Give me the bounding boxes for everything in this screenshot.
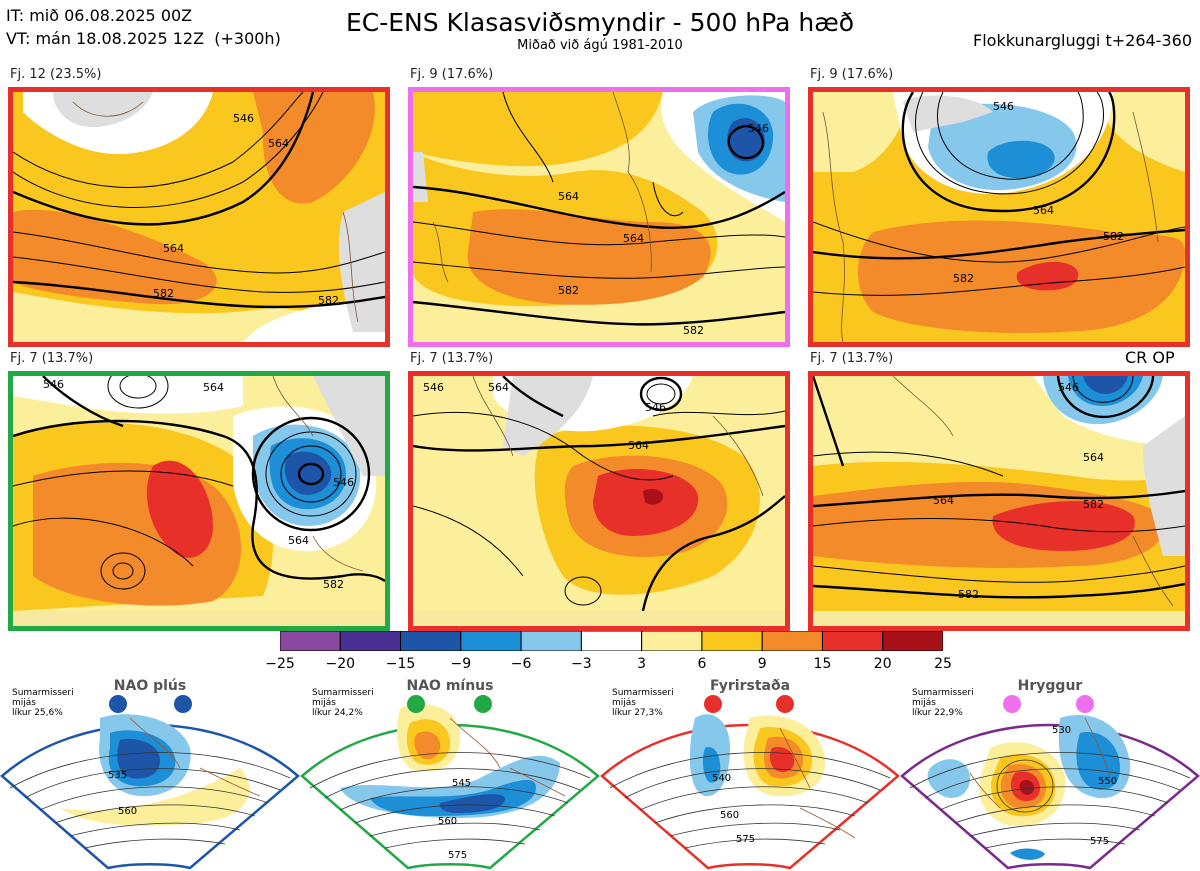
colorbar-bin — [761, 630, 823, 652]
contour-label: 582 — [953, 272, 974, 285]
regime-contour-label: 560 — [118, 806, 137, 817]
contour-label: 564 — [933, 494, 954, 507]
contour-label: 582 — [323, 578, 344, 591]
colorbar-tick-label: 6 — [697, 656, 707, 672]
regime-blocking: 540 560 575 Fyrirstaða Sumarmisseri mijás… — [600, 678, 900, 871]
contour-label: 582 — [318, 294, 339, 307]
regime-nao-plus: 535 560 NAO plús Sumarmisseri mijás líkur … — [0, 678, 300, 871]
regime-contour-label: 560 — [720, 810, 739, 821]
cluster-map-3: 546 564 582 582 — [808, 87, 1190, 347]
colorbar-tick-label: −6 — [510, 656, 532, 672]
regime-name: NAO plús — [113, 678, 187, 694]
regime-ridge: 530 550 575 Hryggur Sumarmisseri mijás lík… — [900, 678, 1200, 871]
regime-name: Hryggur — [1017, 678, 1083, 694]
regime-note: Sumarmisseri mijás líkur 27,3% — [612, 688, 674, 718]
regime-contour-label: 540 — [712, 773, 731, 784]
colorbar — [279, 630, 944, 652]
contour-label: 582 — [1083, 498, 1104, 511]
cluster-map-1: 564 582 582 564 546 — [8, 87, 390, 347]
page-title: EC-ENS Klasasviðsmyndir - 500 hPa hæð — [345, 8, 855, 37]
contour-label: 546 — [423, 381, 444, 394]
contour-label: 564 — [558, 190, 579, 203]
page-subtitle: Miðað við ágú 1981-2010 — [517, 38, 683, 53]
contour-label: 582 — [958, 588, 979, 601]
cluster-map-5: 546 564 564 546 — [408, 371, 790, 631]
contour-label: 564 — [623, 232, 644, 245]
panel-2-label: Fj. 9 (17.6%) — [410, 67, 494, 82]
init-time: IT: mið 06.08.2025 00Z — [6, 6, 193, 25]
regime-name: Fyrirstaða — [709, 678, 791, 694]
contour-label: 546 — [43, 378, 64, 391]
contour-label: 546 — [233, 112, 254, 125]
regime-contour-label: 550 — [1098, 776, 1117, 787]
regime-contour-label: 545 — [452, 778, 471, 789]
contour-label: 564 — [203, 381, 224, 394]
colorbar-bin — [460, 630, 522, 652]
cluster-map-4: 546 564 564 582 546 — [8, 371, 390, 631]
contour-label: 564 — [628, 439, 649, 452]
contour-label: 546 — [333, 476, 354, 489]
regime-contour-label: 530 — [1052, 725, 1071, 736]
colorbar-tick-label: −9 — [450, 656, 472, 672]
contour-label: 564 — [488, 381, 509, 394]
contour-label: 564 — [163, 242, 184, 255]
contour-label: 564 — [1033, 204, 1054, 217]
panel-3-label: Fj. 9 (17.6%) — [810, 67, 894, 82]
colorbar-bin — [279, 630, 341, 652]
colorbar-tick-label: 20 — [873, 656, 892, 672]
panel-6-label: Fj. 7 (13.7%) — [810, 351, 894, 366]
contour-label: 582 — [1103, 230, 1124, 243]
colorbar-tick-label: −25 — [265, 656, 295, 672]
contour-label: 582 — [683, 324, 704, 337]
contour-label: 582 — [153, 287, 174, 300]
contour-label: 564 — [288, 534, 309, 547]
contour-label: 546 — [748, 122, 769, 135]
regime-note: Sumarmisseri mijás líkur 25,6% — [12, 688, 74, 718]
cluster-map-2: 546 564 564 582 582 — [408, 87, 790, 347]
header-times: IT: mið 06.08.2025 00Z VT: mán 18.08.2025… — [6, 4, 281, 50]
control-run-tag: CR OP — [1125, 348, 1175, 367]
contour-label: 546 — [1058, 381, 1079, 394]
colorbar-tick-label: 3 — [637, 656, 647, 672]
contour-label: 546 — [993, 100, 1014, 113]
regime-nao-minus: 545 560 575 NAO mínus Sumarmisseri mijás l… — [300, 678, 600, 871]
colorbar-bin — [882, 630, 944, 652]
contour-label: 546 — [645, 401, 666, 414]
colorbar-tick-label: 15 — [813, 656, 832, 672]
panel-4-label: Fj. 7 (13.7%) — [10, 351, 94, 366]
contour-label: 564 — [268, 137, 289, 150]
colorbar-bin — [821, 630, 884, 652]
colorbar-tick-label: −20 — [325, 656, 356, 672]
colorbar-tick-label: 25 — [934, 656, 952, 672]
colorbar-tick-label: −15 — [385, 656, 416, 672]
regime-name: NAO mínus — [406, 678, 494, 694]
colorbar-bin — [339, 630, 402, 652]
regime-contour-label: 575 — [1090, 836, 1109, 847]
colorbar-bin — [400, 630, 462, 652]
cluster-window: Flokkunargluggi t+264-360 — [973, 31, 1192, 50]
colorbar-tick-label: 9 — [757, 656, 767, 672]
regime-note: Sumarmisseri mijás líkur 22,9% — [912, 688, 974, 718]
colorbar-bin — [701, 630, 763, 652]
regime-contour-label: 560 — [438, 816, 457, 827]
valid-time: VT: mán 18.08.2025 12Z (+300h) — [6, 29, 281, 48]
regime-contour-label: 535 — [108, 770, 127, 781]
colorbar-bin — [520, 630, 582, 652]
regime-contour-label: 575 — [736, 834, 755, 845]
colorbar-bin — [580, 630, 643, 652]
regime-contour-label: 575 — [448, 850, 467, 861]
panel-5-label: Fj. 7 (13.7%) — [410, 351, 494, 366]
contour-label: 582 — [558, 284, 579, 297]
regime-note: Sumarmisseri mijás líkur 24,2% — [312, 688, 374, 718]
colorbar-bin — [641, 630, 703, 652]
cluster-map-6: 546 564 564 582 582 — [808, 371, 1190, 631]
contour-label: 564 — [1083, 451, 1104, 464]
panel-1-label: Fj. 12 (23.5%) — [10, 67, 102, 82]
colorbar-tick-label: −3 — [571, 656, 592, 672]
